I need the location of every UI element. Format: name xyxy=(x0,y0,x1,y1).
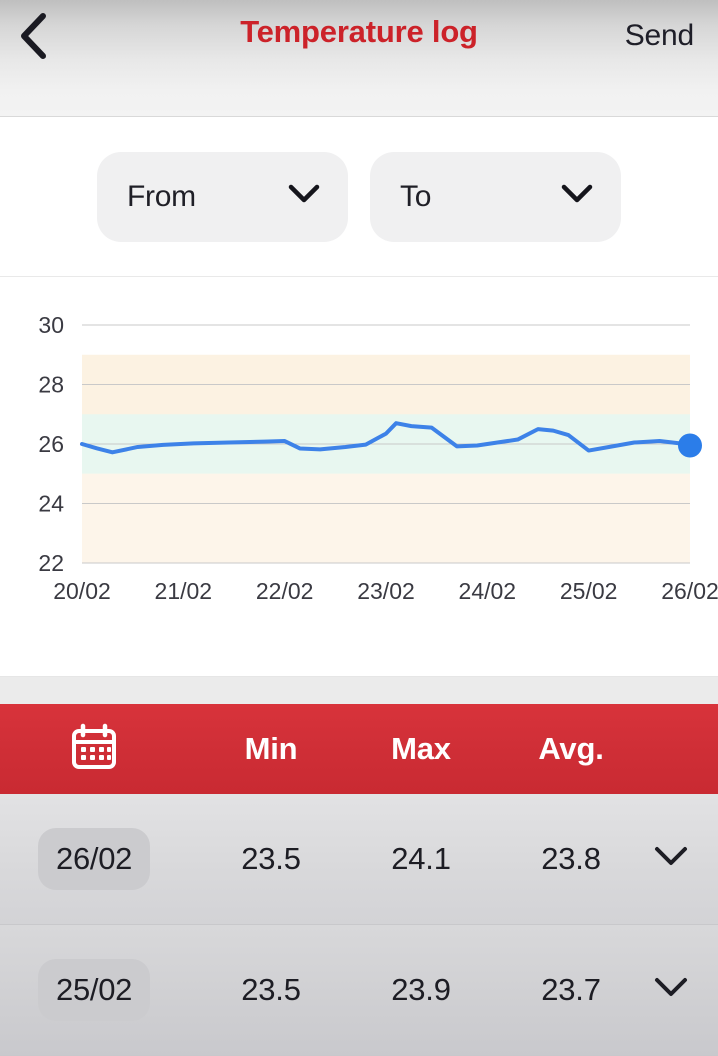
min-value: 23.5 xyxy=(241,841,301,876)
from-date-dropdown[interactable]: From xyxy=(97,151,348,242)
table-header-max: Max xyxy=(346,731,496,767)
row-max-cell: 24.1 xyxy=(346,841,496,877)
table-row[interactable]: 25/02 23.5 23.9 23.7 xyxy=(0,925,718,1056)
y-axis-tick-label: 30 xyxy=(38,312,64,338)
row-expand-button[interactable] xyxy=(646,977,718,1003)
date-chip[interactable]: 25/02 xyxy=(38,959,151,1021)
x-axis-tick-label: 24/02 xyxy=(459,578,517,604)
avg-column-label: Avg. xyxy=(538,731,604,766)
x-axis-tick-label: 22/02 xyxy=(256,578,314,604)
chevron-left-icon xyxy=(18,13,48,59)
row-date-cell: 26/02 xyxy=(0,828,196,890)
table-header-row: Min Max Avg. xyxy=(0,704,718,794)
chart-line xyxy=(80,421,692,455)
x-axis-tick-label: 23/02 xyxy=(357,578,415,604)
date-chip[interactable]: 26/02 xyxy=(38,828,151,890)
chart-endpoint-marker xyxy=(678,433,702,458)
avg-value: 23.7 xyxy=(541,972,601,1007)
calendar-icon xyxy=(68,721,120,778)
to-dropdown-label: To xyxy=(400,179,432,213)
chevron-down-icon xyxy=(654,977,688,1003)
chart-canvas: 30 28 26 24 22 20/02 21/02 22/02 23/02 24/02 25/0… xyxy=(38,312,718,604)
navigation-bar: Send Temperature log xyxy=(0,0,718,117)
row-min-cell: 23.5 xyxy=(196,972,346,1008)
table-header-date-cell xyxy=(0,721,196,778)
section-spacer xyxy=(0,677,718,704)
y-axis-tick-label: 22 xyxy=(38,550,64,576)
row-date-cell: 25/02 xyxy=(0,959,196,1021)
x-axis-tick-label: 21/02 xyxy=(155,578,213,604)
x-axis-tick-label: 26/02 xyxy=(661,578,718,604)
row-min-cell: 23.5 xyxy=(196,841,346,877)
chart-endpoint-marker-dot[interactable] xyxy=(678,433,702,458)
chevron-down-icon xyxy=(561,184,593,209)
row-avg-cell: 23.7 xyxy=(496,972,646,1008)
max-value: 24.1 xyxy=(391,841,451,876)
chart-xlabels: 20/02 21/02 22/02 23/02 24/02 25/02 26/02 xyxy=(53,578,718,604)
chevron-down-icon xyxy=(654,846,688,872)
from-dropdown-label: From xyxy=(127,179,196,213)
chevron-down-icon xyxy=(288,184,320,209)
lower-warm-band xyxy=(82,473,690,563)
chart-bands xyxy=(82,354,690,563)
max-value: 23.9 xyxy=(391,972,451,1007)
send-button[interactable]: Send xyxy=(624,19,694,52)
table-header-avg: Avg. xyxy=(496,731,646,767)
table-header-min: Min xyxy=(196,731,346,767)
max-column-label: Max xyxy=(391,731,451,766)
row-avg-cell: 23.8 xyxy=(496,841,646,877)
row-max-cell: 23.9 xyxy=(346,972,496,1008)
y-axis-tick-label: 26 xyxy=(38,431,64,457)
min-column-label: Min xyxy=(244,731,298,766)
y-axis-tick-label: 28 xyxy=(38,372,64,398)
date-filter-bar: From To xyxy=(0,117,718,277)
avg-value: 23.8 xyxy=(541,841,601,876)
min-value: 23.5 xyxy=(241,972,301,1007)
x-axis-tick-label: 20/02 xyxy=(53,578,111,604)
row-expand-button[interactable] xyxy=(646,846,718,872)
nav-row: Send xyxy=(0,0,718,72)
x-axis-tick-label: 25/02 xyxy=(560,578,618,604)
chart-ylabels: 30 28 26 24 22 xyxy=(38,312,64,576)
y-axis-tick-label: 24 xyxy=(38,491,64,517)
back-button[interactable] xyxy=(18,12,62,60)
to-date-dropdown[interactable]: To xyxy=(370,151,621,242)
temperature-series-line xyxy=(80,421,692,455)
table-row[interactable]: 26/02 23.5 24.1 23.8 xyxy=(0,794,718,925)
temperature-chart: 30 28 26 24 22 20/02 21/02 22/02 23/02 24/02 25/0… xyxy=(0,277,718,677)
